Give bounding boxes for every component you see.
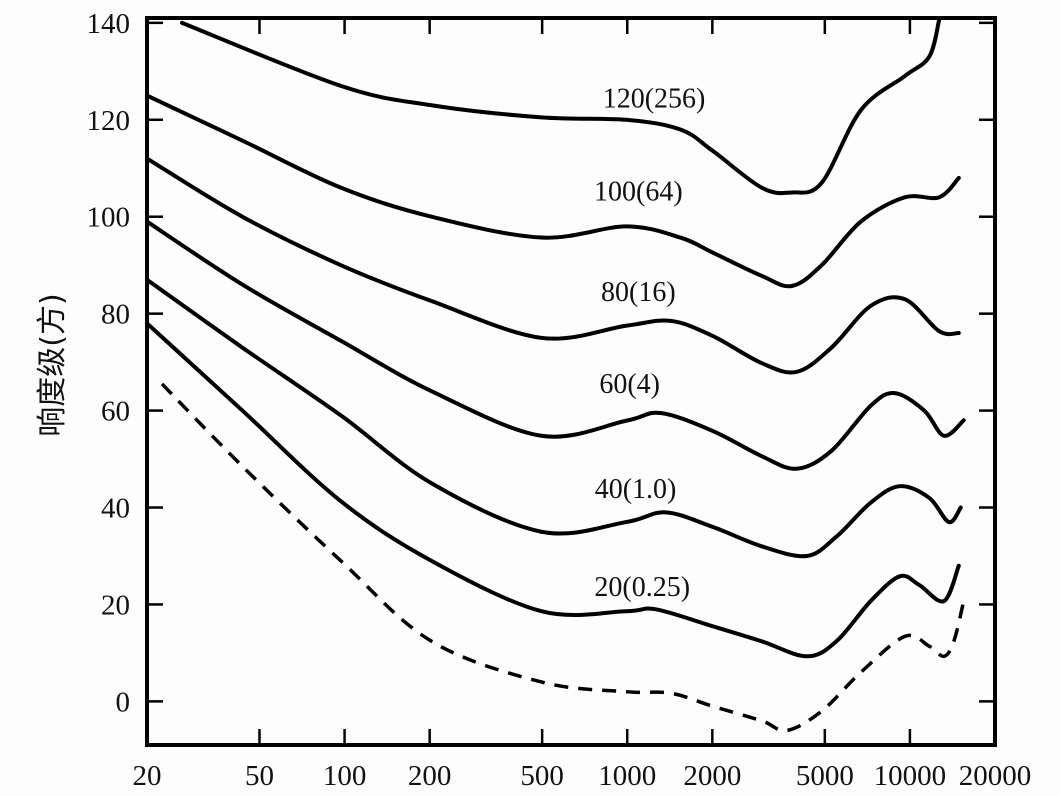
curve-label: 100(64)	[594, 177, 683, 208]
y-tick-label: 20	[101, 589, 130, 621]
curve-label: 120(256)	[603, 83, 706, 114]
x-tick-label: 20	[133, 760, 162, 792]
curve-label: 80(16)	[601, 277, 676, 308]
loudness-curve	[180, 18, 942, 196]
x-tick-label: 100	[323, 760, 367, 792]
y-tick-label: 120	[87, 105, 131, 137]
y-tick-label: 0	[116, 686, 131, 718]
loudness-curve	[145, 93, 961, 289]
plot-frame	[145, 16, 997, 747]
x-tick-label: 50	[245, 760, 274, 792]
y-tick-label: 80	[101, 299, 130, 331]
y-axis-label: 响度级(方)	[35, 293, 70, 436]
y-tick-label: 140	[87, 8, 131, 40]
loudness-curve	[145, 156, 961, 375]
x-tick-label: 2000	[683, 760, 741, 792]
y-tick-label: 40	[101, 493, 130, 525]
x-tick-label: 5000	[796, 760, 854, 792]
threshold-curve	[160, 382, 966, 733]
ticks	[147, 18, 995, 745]
x-tick-label: 1000	[598, 760, 656, 792]
curves	[145, 18, 966, 733]
loudness-curve	[145, 219, 966, 471]
labels: 0 20 40 60 80 100 120 140 20 50 100 200 500 1000 2000 5…	[87, 8, 1032, 792]
curve-label: 40(1.0)	[595, 474, 677, 505]
curve-label: 20(0.25)	[594, 572, 690, 603]
curve-label: 60(4)	[599, 369, 660, 400]
x-tick-label: 500	[520, 760, 564, 792]
x-tick-label: 20000	[959, 760, 1032, 792]
x-tick-label: 200	[408, 760, 452, 792]
y-tick-label: 60	[101, 396, 130, 428]
x-tick-label: 10000	[874, 760, 947, 792]
loudness-curve	[145, 277, 963, 559]
y-tick-label: 100	[87, 202, 131, 234]
loudness-curve	[145, 321, 961, 659]
